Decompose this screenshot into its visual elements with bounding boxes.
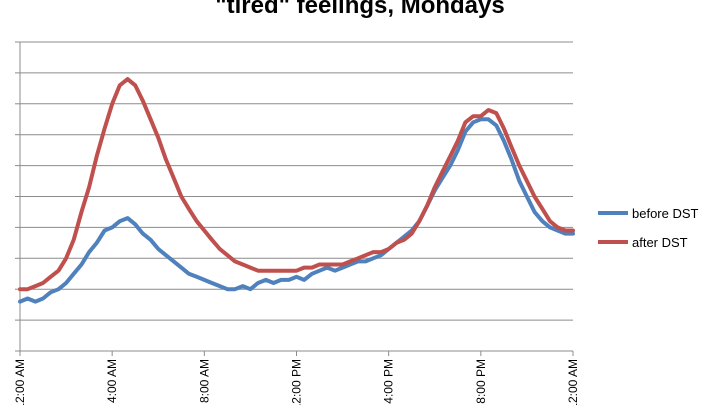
x-tick-label: 4:00 PM: [382, 359, 396, 404]
series-line-before-dst: [18, 117, 575, 304]
x-tick-label: 8:00 PM: [474, 359, 488, 404]
x-tick-label: 8:00 AM: [197, 359, 211, 403]
legend: before DST after DST: [598, 206, 699, 250]
series-line-after-dst: [18, 77, 575, 292]
legend-label: before DST: [632, 206, 699, 221]
x-tick-label: 4:00 AM: [105, 359, 119, 403]
x-tick-label: 12:00 AM: [566, 359, 580, 405]
chart-title: "tired" feelings, Mondays: [215, 0, 505, 19]
series-lines: [18, 77, 575, 304]
legend-label: after DST: [632, 235, 688, 250]
gridlines: [20, 41, 573, 352]
x-tick-label: 12:00 AM: [13, 359, 27, 405]
x-axis-tick-labels: 12:00 AM 4:00 AM 8:00 AM 12:00 PM 4:00 PM 8:0…: [13, 359, 580, 405]
x-tick-label: 12:00 PM: [290, 359, 304, 405]
axes: [15, 41, 574, 356]
